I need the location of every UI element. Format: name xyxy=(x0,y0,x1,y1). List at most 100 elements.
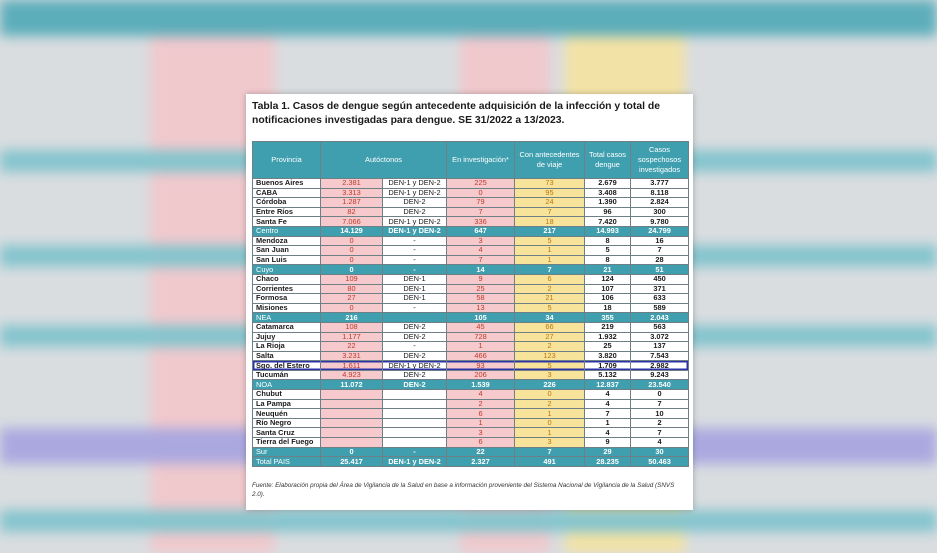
cell-viaje: 5 xyxy=(514,360,586,371)
cell-autoctonos: 0 xyxy=(320,302,383,314)
cell-serotipo: - xyxy=(381,245,448,256)
table-row: Tierra del Fuego 6 3 9 4 xyxy=(252,437,690,448)
cell-serotipo: DEN-1 y DEN-2 xyxy=(381,456,448,467)
table-row: Chaco 109 DEN-1 9 6 124 450 xyxy=(252,273,690,285)
cell-investigacion: 4 xyxy=(446,389,516,400)
cell-provincia: Cuyo xyxy=(252,264,321,275)
cell-autoctonos xyxy=(320,398,383,410)
cell-serotipo: DEN-1 y DEN-2 xyxy=(381,225,448,237)
cell-viaje: 6 xyxy=(514,273,586,285)
cell-autoctonos: 22 xyxy=(320,341,383,352)
table-row: Chubut 4 0 4 0 xyxy=(252,389,690,400)
table-row: Buenos Aires 2.381 DEN-1 y DEN-2 225 73 2.679… xyxy=(252,178,690,189)
table-row: Salta 3.231 DEN-2 466 123 3.820 7.543 xyxy=(252,350,690,362)
cell-provincia: Tucumán xyxy=(252,369,321,381)
cell-autoctonos: 109 xyxy=(320,273,383,285)
cell-viaje: 3 xyxy=(514,369,586,381)
table-row: Córdoba 1.287 DEN-2 79 24 1.390 2.824 xyxy=(252,197,690,208)
cell-viaje: 7 xyxy=(514,206,586,218)
cell-autoctonos: 3.231 xyxy=(320,350,383,362)
cell-viaje: 95 xyxy=(514,187,586,199)
table-row: Neuquén 6 1 7 10 xyxy=(252,408,690,419)
cell-investigacion: 1.539 xyxy=(446,379,516,391)
cell-total: 28.235 xyxy=(584,456,632,467)
cell-total: 4 xyxy=(584,389,632,400)
table-row: Río Negro 1 0 1 2 xyxy=(252,417,690,429)
cell-investigacion: 105 xyxy=(446,312,516,323)
cell-viaje: 27 xyxy=(514,331,586,343)
cell-sospechosos: 2.824 xyxy=(630,197,690,208)
cell-autoctonos: 3.313 xyxy=(320,187,383,199)
cell-provincia: Salta xyxy=(252,350,321,362)
cell-serotipo: DEN-2 xyxy=(381,369,448,381)
cell-investigacion: 3 xyxy=(446,235,516,247)
cell-serotipo: DEN-2 xyxy=(381,197,448,208)
cell-viaje: 24 xyxy=(514,197,586,208)
cell-viaje: 1 xyxy=(514,408,586,419)
cell-sospechosos: 8.118 xyxy=(630,187,690,199)
cell-total: 3.408 xyxy=(584,187,632,199)
cell-sospechosos: 50.463 xyxy=(630,456,690,467)
cell-provincia: NEA xyxy=(252,312,321,323)
cell-investigacion: 14 xyxy=(446,264,516,275)
cell-investigacion: 225 xyxy=(446,178,516,189)
cell-viaje: 34 xyxy=(514,312,586,323)
cell-viaje: 123 xyxy=(514,350,586,362)
cell-investigacion: 6 xyxy=(446,408,516,419)
region-total-row: Sur 0-22 7 29 30 xyxy=(252,446,690,458)
table-row: La Pampa 2 2 4 7 xyxy=(252,398,690,410)
cell-serotipo xyxy=(381,312,448,323)
cell-sospechosos: 30 xyxy=(630,446,690,458)
document-card: Tabla 1. Casos de dengue según anteceden… xyxy=(246,94,693,510)
cell-serotipo xyxy=(381,389,448,400)
cell-viaje: 5 xyxy=(514,235,586,247)
cell-serotipo xyxy=(381,437,448,448)
cell-total: 7.420 xyxy=(584,216,632,227)
cell-investigacion: 2.327 xyxy=(446,456,516,467)
cell-sospechosos: 563 xyxy=(630,321,690,333)
cell-total: 12.837 xyxy=(584,379,632,391)
cell-total: 5.132 xyxy=(584,369,632,381)
cell-sospechosos: 9.780 xyxy=(630,216,690,227)
cell-provincia: Chaco xyxy=(252,273,321,285)
cell-total: 106 xyxy=(584,293,632,304)
cell-autoctonos: 216 xyxy=(320,312,383,323)
cell-sospechosos: 2.043 xyxy=(630,312,690,323)
cell-autoctonos: 1.611 xyxy=(320,360,383,371)
cell-sospechosos: 589 xyxy=(630,302,690,314)
cell-provincia: Mendoza xyxy=(252,235,321,247)
cell-serotipo: - xyxy=(381,254,448,266)
cell-autoctonos xyxy=(320,389,383,400)
cell-investigacion: 7 xyxy=(446,206,516,218)
cell-total: 1 xyxy=(584,417,632,429)
cell-investigacion: 9 xyxy=(446,273,516,285)
cell-total: 4 xyxy=(584,398,632,410)
cell-autoctonos: 0 xyxy=(320,245,383,256)
cell-total: 25 xyxy=(584,341,632,352)
header-viaje: Con antecedentes de viaje xyxy=(514,141,586,179)
cell-viaje: 7 xyxy=(514,446,586,458)
cell-serotipo: DEN-2 xyxy=(381,321,448,333)
cell-sospechosos: 633 xyxy=(630,293,690,304)
region-total-row: NOA 11.072 DEN-2 1.539 226 12.837 23.540 xyxy=(252,379,690,391)
header-autoctonos: Autóctonos xyxy=(319,141,448,179)
source-footnote: Fuente: Elaboración propia del Área de V… xyxy=(252,482,675,498)
cell-provincia: NOA xyxy=(252,379,321,391)
table-row: Santa Cruz 3 1 4 7 xyxy=(252,427,690,439)
cell-investigacion: 58 xyxy=(446,293,516,304)
cell-investigacion: 1 xyxy=(446,417,516,429)
cell-total: 1.390 xyxy=(584,197,632,208)
cell-serotipo: DEN-2 xyxy=(381,350,448,362)
cell-total: 5 xyxy=(584,245,632,256)
cell-investigacion: 22 xyxy=(446,446,516,458)
cell-provincia: Total PAIS xyxy=(252,456,321,467)
table-row: San Luis 0-7 1 8 28 xyxy=(252,254,690,266)
cell-sospechosos: 7.543 xyxy=(630,350,690,362)
cell-sospechosos: 0 xyxy=(630,389,690,400)
cell-autoctonos: 0 xyxy=(320,446,383,458)
cell-provincia: Centro xyxy=(252,225,321,237)
cell-total: 18 xyxy=(584,302,632,314)
cell-investigacion: 93 xyxy=(446,360,516,371)
table-row: Corrientes 80 DEN-1 25 2 107 371 xyxy=(252,283,690,295)
cell-viaje: 1 xyxy=(514,427,586,439)
